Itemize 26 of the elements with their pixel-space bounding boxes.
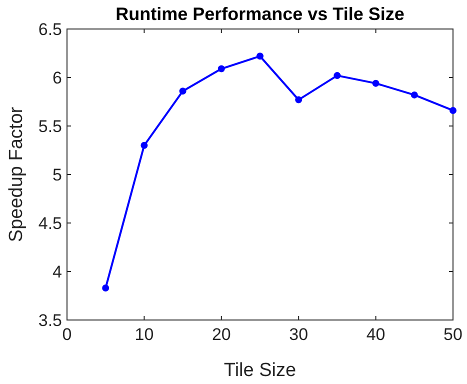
point <box>372 80 380 87</box>
point <box>102 284 110 292</box>
y-tick-label: 5 <box>52 165 62 184</box>
point <box>140 142 148 149</box>
point <box>179 88 186 95</box>
x-tick-label: 40 <box>366 325 386 344</box>
y-tick-label: 4.5 <box>38 214 62 233</box>
y-axis-title: Speedup Factor <box>6 106 27 242</box>
y-tick-label: 3.5 <box>38 310 62 330</box>
y-tick-label: 5.5 <box>38 116 62 136</box>
point <box>450 106 456 114</box>
point <box>218 65 225 72</box>
chart-title: Runtime Performance vs Tile Size <box>116 4 404 24</box>
point <box>295 96 302 104</box>
y-tick-label: 6 <box>52 68 62 88</box>
x-tick-label: 0 <box>62 325 72 344</box>
y-tick-label: 6.5 <box>38 20 62 39</box>
x-tick-label: 10 <box>134 325 154 344</box>
y-tick-label: 4 <box>52 262 62 282</box>
x-axis-title: Tile Size <box>224 360 296 381</box>
point <box>334 72 341 80</box>
x-tick-label: 30 <box>289 325 308 344</box>
x-tick-label: 50 <box>444 325 462 344</box>
point <box>410 91 418 98</box>
point <box>256 52 264 60</box>
x-tick-label: 20 <box>212 325 231 344</box>
